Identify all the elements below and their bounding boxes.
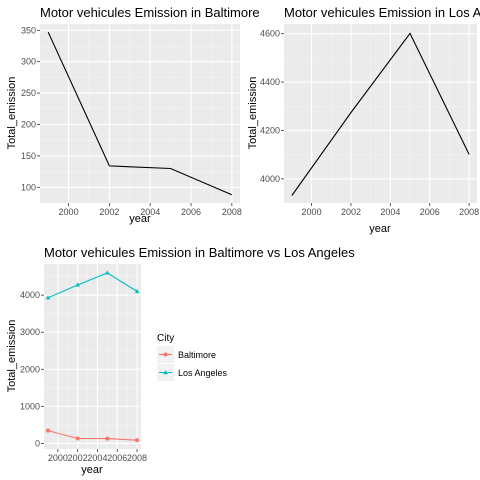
chart-baltimore: Motor vehicules Emission in Baltimore 20… — [6, 5, 260, 225]
legend-item: Los Angeles — [157, 364, 228, 381]
x-tick-label: 2000 — [59, 207, 79, 217]
legend-label: Baltimore — [178, 350, 216, 360]
chart-title-baltimore: Motor vehicules Emission in Baltimore — [40, 5, 260, 20]
x-tick-label: 2008 — [127, 453, 147, 463]
x-tick-label: 2002 — [341, 207, 361, 217]
y-axis-title-comparison: Total_emission — [6, 320, 18, 393]
y-tick-label: 350 — [21, 25, 36, 35]
y-tick-label: 4600 — [260, 29, 280, 39]
x-tick-label: 2006 — [420, 207, 440, 217]
data-point — [105, 437, 109, 441]
y-tick-label: 150 — [21, 151, 36, 161]
x-axis-title-comparison: year — [81, 464, 103, 476]
data-point — [76, 436, 80, 440]
x-tick-label: 2004 — [380, 207, 400, 217]
y-axis-title-baltimore: Total_emission — [6, 77, 18, 150]
y-tick-label: 4000 — [20, 290, 40, 300]
y-tick-label: 4000 — [260, 174, 280, 184]
y-axis-title-los-angeles: Total_emission — [247, 77, 259, 150]
data-point — [46, 429, 50, 433]
data-point — [135, 438, 139, 442]
plot-panel-los-angeles — [284, 24, 477, 203]
x-axis-title-baltimore: year — [129, 213, 151, 225]
y-tick-label: 250 — [21, 88, 36, 98]
plot-panel-comparison — [44, 264, 141, 449]
legend-item: Baltimore — [157, 346, 216, 363]
legend-label: Los Angeles — [178, 368, 228, 378]
chart-comparison: Motor vehicules Emission in Baltimore vs… — [6, 245, 355, 476]
y-tick-label: 4400 — [260, 77, 280, 87]
y-tick-label: 200 — [21, 119, 36, 129]
x-tick-label: 2000 — [302, 207, 322, 217]
y-tick-label: 3000 — [20, 327, 40, 337]
plot-panel-baltimore — [40, 24, 240, 203]
x-tick-label: 2008 — [459, 207, 479, 217]
legend-key-marker — [164, 353, 168, 357]
y-tick-label: 300 — [21, 57, 36, 67]
legend-items: Baltimore Los Angeles — [157, 346, 228, 381]
x-tick-label: 2004 — [87, 453, 107, 463]
legend: City Baltimore Los Angeles — [157, 333, 228, 381]
x-axis-title-los-angeles: year — [369, 223, 391, 235]
chart-los-angeles: Motor vehicules Emission in Los Angeles … — [247, 5, 480, 235]
x-tick-label: 2008 — [222, 207, 242, 217]
y-tick-label: 2000 — [20, 364, 40, 374]
y-tick-label: 0 — [35, 438, 40, 448]
x-tick-label: 2006 — [107, 453, 127, 463]
y-tick-label: 100 — [21, 182, 36, 192]
x-tick-label: 2002 — [68, 453, 88, 463]
x-tick-label: 2002 — [99, 207, 119, 217]
y-tick-label: 1000 — [20, 401, 40, 411]
chart-title-comparison: Motor vehicules Emission in Baltimore vs… — [44, 245, 355, 260]
x-tick-label: 2000 — [48, 453, 68, 463]
chart-title-los-angeles: Motor vehicules Emission in Los Angeles — [284, 5, 480, 20]
x-tick-label: 2006 — [181, 207, 201, 217]
legend-title: City — [157, 333, 174, 344]
y-tick-label: 4200 — [260, 125, 280, 135]
